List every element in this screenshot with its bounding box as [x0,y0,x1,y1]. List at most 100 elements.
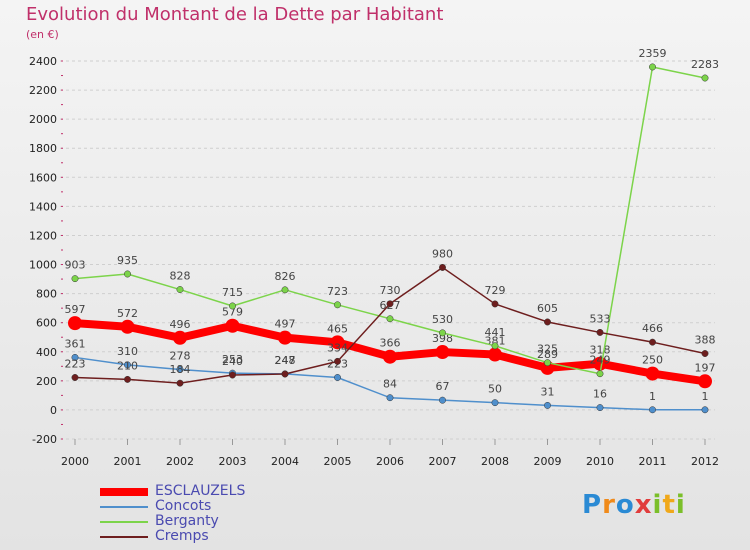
data-label-esclauzels: 398 [432,332,453,345]
data-label-esclauzels: 366 [380,337,401,350]
x-tick-label: 2000 [61,455,89,468]
data-label-cremps: 223 [65,358,86,371]
data-label-cremps: 466 [642,322,663,335]
data-label-cremps: 334 [327,341,348,354]
data-point-berganty [701,74,709,82]
data-point-cremps [176,379,184,387]
data-point-cremps [71,374,79,381]
data-point-berganty [229,302,236,310]
x-tick-label: 2002 [166,455,194,468]
data-point-cremps [544,318,551,326]
data-label-berganty: 903 [65,259,86,272]
legend-swatch [100,488,148,496]
x-tick-label: 2012 [691,455,719,468]
data-point-esclauzels [173,330,187,345]
legend-swatch [100,521,148,523]
data-point-esclauzels [278,330,292,345]
data-point-cremps [124,375,131,383]
y-tick-label: 1800 [29,142,57,155]
data-point-concots [176,366,184,373]
y-tick-label: 1400 [29,200,57,213]
data-label-cremps: 533 [590,312,611,325]
x-tick-label: 2008 [481,455,509,468]
data-label-cremps: 210 [117,359,138,372]
y-tick-label: 2000 [29,113,57,126]
y-tick-label: 0 [50,404,57,417]
data-point-cremps [596,328,604,336]
data-label-concots: 278 [170,350,191,363]
data-point-berganty [281,286,289,294]
data-point-esclauzels [645,366,660,381]
data-point-esclauzels [540,360,555,375]
y-tick-label: 1600 [29,171,57,184]
y-tick-label: 400 [36,346,57,359]
legend-swatch [100,506,148,508]
x-tick-label: 2007 [429,455,457,468]
data-label-berganty: 530 [432,313,453,326]
x-tick-label: 2009 [534,455,562,468]
data-point-cremps [439,263,446,271]
y-tick-label: 800 [36,288,57,301]
data-label-cremps: 730 [380,284,401,297]
data-label-concots: 1 [649,390,656,403]
data-label-esclauzels: 597 [65,303,86,316]
data-point-esclauzels [488,347,502,362]
y-tick-label: 2400 [29,55,57,68]
y-tick-label: 1000 [29,259,57,272]
data-point-cremps [701,350,709,357]
data-label-concots: 31 [541,385,555,398]
data-label-berganty: 723 [327,285,348,298]
data-label-concots: 84 [383,378,397,391]
data-label-esclauzels: 572 [117,307,138,320]
legend-label: Cremps [155,528,209,544]
legend-label: Concots [155,498,212,514]
data-label-berganty: 441 [485,326,506,339]
legend-swatch [100,536,148,538]
data-point-concots [596,404,604,412]
data-point-concots [649,406,656,414]
data-point-esclauzels [593,356,607,371]
x-tick-label: 2005 [324,455,352,468]
y-tick-label: -200 [32,433,57,446]
y-tick-label: 1200 [29,229,57,242]
data-point-cremps [386,300,394,308]
chart-title: Evolution du Montant de la Dette par Hab… [26,4,444,25]
data-point-esclauzels [225,318,240,333]
x-tick-label: 2006 [376,455,404,468]
data-point-cremps [649,338,656,346]
data-label-esclauzels: 289 [537,348,558,361]
data-label-cremps: 605 [537,302,558,315]
data-point-berganty [334,301,341,309]
x-tick-label: 2010 [586,455,614,468]
data-point-concots [386,394,394,402]
data-label-cremps: 247 [275,354,296,367]
x-tick-label: 2001 [114,455,142,468]
data-point-concots [334,374,341,381]
data-point-cremps [491,300,499,308]
data-label-esclauzels: 497 [275,318,296,331]
data-label-esclauzels: 496 [170,318,191,331]
data-point-concots [124,361,131,369]
data-label-concots: 253 [222,353,243,366]
y-tick-label: 200 [36,375,57,388]
data-label-esclauzels: 465 [327,322,348,335]
y-tick-label: 2200 [29,84,57,97]
data-point-berganty [596,370,604,378]
data-label-berganty: 826 [275,270,296,283]
data-point-cremps [334,357,341,365]
data-label-berganty: 828 [170,270,191,283]
data-label-concots: 310 [117,345,138,358]
x-tick-label: 2003 [219,455,247,468]
data-label-concots: 50 [488,383,502,396]
data-label-esclauzels: 250 [642,354,663,367]
chart-subtitle: (en €) [26,28,59,41]
data-point-esclauzels [383,349,397,364]
data-point-concots [544,401,551,409]
data-label-concots: 1 [702,390,709,403]
data-label-esclauzels: 579 [222,306,243,319]
data-label-cremps: 184 [170,363,191,376]
data-point-esclauzels [435,345,450,360]
proxiti-logo: Proxiti [582,490,686,520]
